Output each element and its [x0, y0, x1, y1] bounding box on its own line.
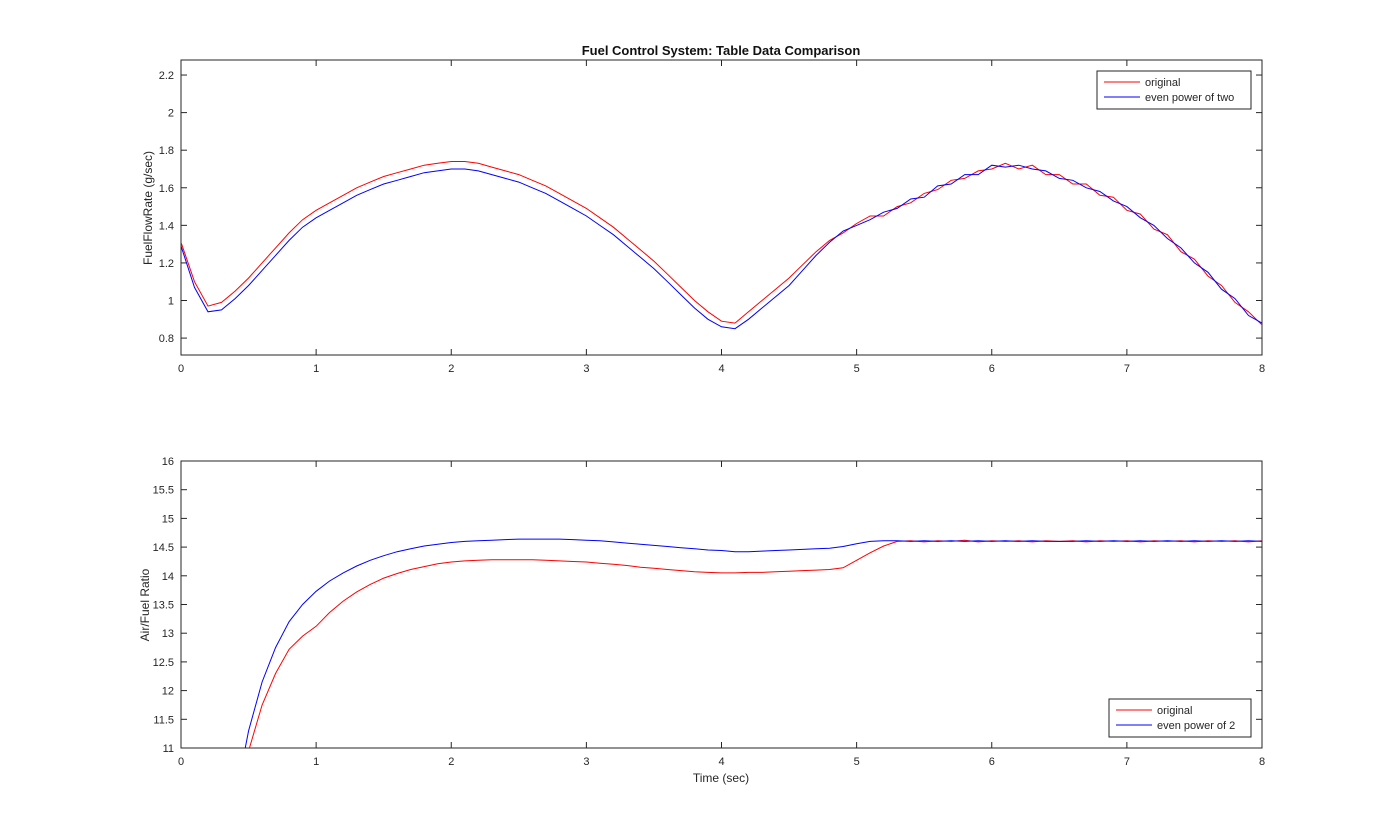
top-y-axis-label: FuelFlowRate (g/sec)	[141, 151, 155, 265]
y-tick-label: 1.8	[159, 145, 174, 157]
y-tick-label: 1.6	[159, 183, 174, 195]
x-tick-label: 8	[1259, 363, 1265, 375]
x-tick-label: 2	[448, 363, 454, 375]
y-tick-label: 14	[162, 571, 174, 583]
x-tick-label: 1	[313, 363, 319, 375]
y-tick-label: 1	[168, 296, 174, 308]
y-tick-label: 12	[162, 686, 174, 698]
chart-2: 0 1 2 3 4 5 6 7 81111.51212.51313.51414.51515.51…	[153, 456, 1265, 768]
y-tick-label: 11	[163, 743, 174, 755]
plots-group: 0 1 2 3 4 5 6 7 80.811.21.41.61.822.2originaleve…	[153, 59, 1265, 768]
legend-box	[1096, 70, 1252, 110]
chart-title: Fuel Control System: Table Data Comparis…	[582, 43, 861, 58]
x-tick-label: 3	[583, 363, 589, 375]
legend-entry-label: original	[1145, 77, 1180, 89]
legend-entry-label: even power of 2	[1157, 720, 1235, 732]
legend-box	[1108, 698, 1252, 738]
y-tick-label: 0.8	[159, 333, 174, 345]
y-tick-label: 11.5	[153, 714, 174, 726]
y-tick-label: 1.4	[159, 220, 174, 232]
x-tick-label: 0	[178, 756, 184, 768]
y-tick-label: 14.5	[153, 542, 174, 554]
y-tick-label: 15	[162, 513, 174, 525]
x-tick-label: 7	[1124, 756, 1130, 768]
x-tick-label: 6	[989, 756, 995, 768]
series-line-1-even-power-of-two	[181, 164, 1262, 330]
x-tick-label: 3	[583, 756, 589, 768]
chart-1: 0 1 2 3 4 5 6 7 8 0.8 1 1.2 1.4 1.6 1.8 2 2.2 original eve…	[159, 59, 1265, 375]
x-tick-label: 2	[448, 756, 454, 768]
y-tick-label: 15.5	[153, 485, 174, 497]
series-line-0-original	[248, 539, 1262, 748]
x-tick-label: 5	[854, 756, 860, 768]
y-tick-label: 13	[162, 628, 174, 640]
legend-entry-label: original	[1157, 705, 1192, 717]
legend: original even power of two	[1096, 70, 1252, 110]
x-axis-label: Time (sec)	[693, 771, 749, 785]
x-tick-label: 1	[313, 756, 319, 768]
x-tick-label: 5	[854, 363, 860, 375]
x-tick-label: 4	[718, 756, 724, 768]
series-line-0-original	[181, 161, 1262, 326]
plot-box	[180, 460, 1263, 749]
x-tick-label: 8	[1259, 756, 1265, 768]
bottom-y-axis-label: Air/Fuel Ratio	[138, 568, 152, 641]
y-tick-label: 2	[168, 108, 174, 120]
x-tick-label: 7	[1124, 363, 1130, 375]
x-tick-label: 6	[989, 363, 995, 375]
y-tick-label: 13.5	[153, 600, 174, 612]
legend-entry-label: even power of two	[1145, 92, 1234, 104]
x-tick-label: 0	[178, 363, 184, 375]
y-tick-label: 2.2	[159, 70, 174, 82]
y-tick-label: 16	[162, 456, 174, 468]
x-tick-label: 4	[718, 363, 724, 375]
series-line-1-even-power-of-2	[244, 538, 1262, 748]
legend: original even power of 2	[1108, 698, 1252, 738]
y-tick-label: 1.2	[159, 258, 174, 270]
y-tick-label: 12.5	[153, 657, 174, 669]
